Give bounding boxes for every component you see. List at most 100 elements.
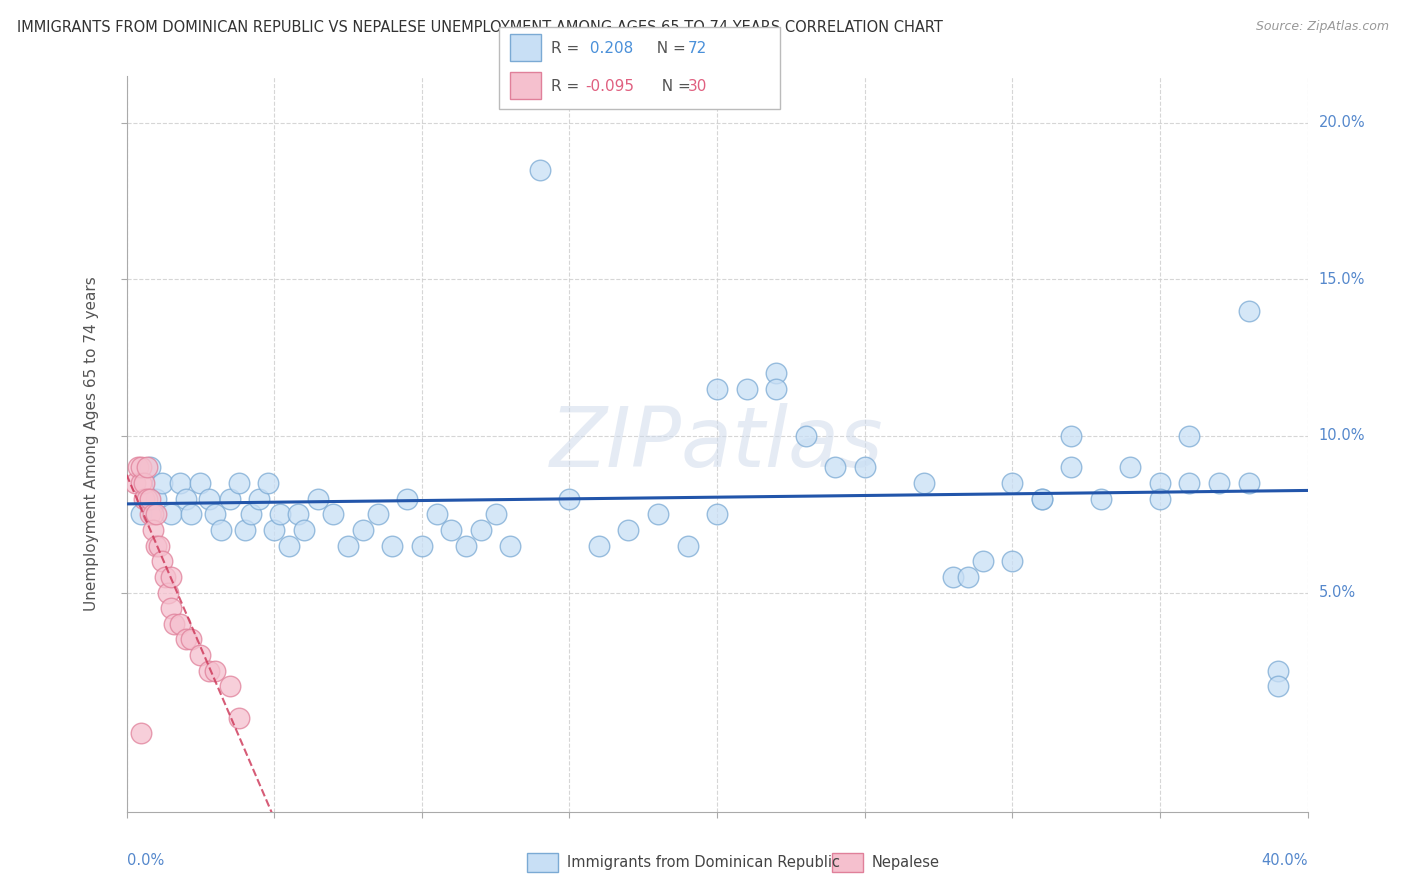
Point [1267,680,1289,694]
Text: R =: R = [551,79,585,95]
Text: 30: 30 [688,79,707,95]
Point [425,507,447,521]
Text: IMMIGRANTS FROM DOMINICAN REPUBLIC VS NEPALESE UNEMPLOYMENT AMONG AGES 65 TO 74 : IMMIGRANTS FROM DOMINICAN REPUBLIC VS NE… [17,20,943,35]
Point [1237,475,1260,490]
Point [219,680,242,694]
Point [136,491,159,506]
Point [188,648,212,662]
Point [1031,491,1053,506]
Point [129,475,153,490]
Point [292,523,315,537]
Point [160,570,183,584]
Point [287,507,309,521]
Text: 72: 72 [688,41,707,55]
Point [142,523,165,537]
Text: 0.208: 0.208 [585,41,633,55]
Point [198,664,221,678]
Point [169,475,191,490]
Point [145,507,167,521]
Point [134,491,156,506]
Point [169,616,191,631]
Point [219,491,242,506]
Point [198,491,221,506]
Point [676,539,699,553]
Point [381,539,404,553]
Point [239,507,262,521]
Point [160,601,183,615]
Point [735,382,758,396]
Point [1208,475,1230,490]
Point [136,460,159,475]
Point [278,539,301,553]
Text: -0.095: -0.095 [585,79,634,95]
Point [163,616,186,631]
Point [1149,491,1171,506]
Point [134,475,156,490]
Point [1149,475,1171,490]
Text: N =: N = [652,79,696,95]
Text: 5.0%: 5.0% [1319,585,1355,600]
Point [396,491,419,506]
Point [440,523,463,537]
Point [706,382,728,396]
Point [228,475,250,490]
Point [204,664,226,678]
Point [160,507,183,521]
Point [322,507,344,521]
Point [127,460,149,475]
Point [180,507,202,521]
Point [1060,429,1083,443]
Point [765,382,787,396]
Text: Nepalese: Nepalese [872,855,939,870]
Point [129,460,153,475]
Point [942,570,965,584]
Point [1178,475,1201,490]
Point [129,726,153,740]
Point [1119,460,1142,475]
Text: 10.0%: 10.0% [1319,428,1365,443]
Point [129,507,153,521]
Point [228,711,250,725]
Point [1267,664,1289,678]
Point [209,523,232,537]
Point [456,539,478,553]
Point [558,491,581,506]
Point [308,491,330,506]
Point [263,523,285,537]
Text: ZIPatlas: ZIPatlas [550,403,884,484]
Point [180,632,202,647]
Point [124,475,146,490]
Point [972,554,994,568]
Point [411,539,433,553]
Point [1031,491,1053,506]
Text: 15.0%: 15.0% [1319,272,1365,287]
Point [269,507,291,521]
Point [150,554,173,568]
Point [156,585,179,599]
Point [233,523,256,537]
Point [148,539,170,553]
Point [174,491,197,506]
Point [153,570,176,584]
Point [249,491,271,506]
Point [139,460,162,475]
Point [145,491,167,506]
Point [588,539,610,553]
Point [150,475,173,490]
Point [529,162,551,177]
Point [484,507,508,521]
Point [617,523,640,537]
Text: 20.0%: 20.0% [1319,115,1365,130]
Point [470,523,492,537]
Point [142,507,165,521]
Point [824,460,846,475]
Point [1001,554,1024,568]
Text: Source: ZipAtlas.com: Source: ZipAtlas.com [1256,20,1389,33]
Point [765,367,787,381]
Point [499,539,522,553]
Point [647,507,669,521]
Point [794,429,817,443]
Point [1001,475,1024,490]
Point [1090,491,1112,506]
Text: N =: N = [647,41,690,55]
